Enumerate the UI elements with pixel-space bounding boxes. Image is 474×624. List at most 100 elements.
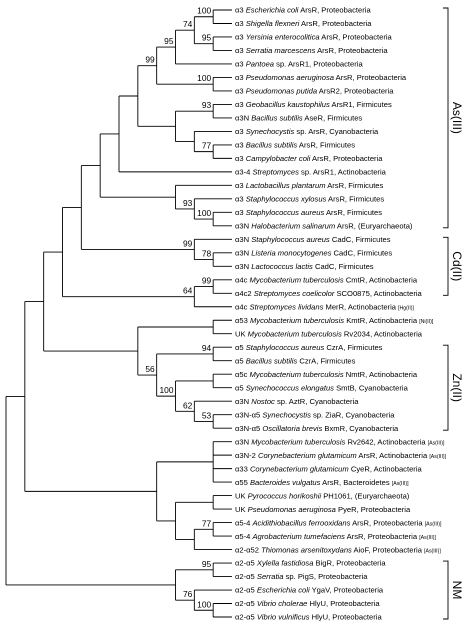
species-name: Corynebacterium glutamicum [250,464,349,473]
leaf-text: UK [235,505,248,514]
bootstrap-value: 100 [197,599,211,609]
species-name: Bacillus subtilis [251,114,303,123]
leaf-label: α4c Mycobacterium tuberculosis CmtR, Act… [235,275,418,284]
leaf-text: BxmR, Cyanobacteria [322,424,399,433]
leaf-text: ArsR, Proteobacteria [299,19,372,28]
leaf-label: α3 Yersinia enterocolitica ArsR, Proteob… [235,33,393,42]
group-bracket [443,344,449,431]
leaf-text: α3 [235,33,246,42]
metal-tag: [Ni(II)] [419,319,434,325]
leaf-text: ArsR, Firmicutes [297,141,355,150]
bootstrap-value: 100 [160,385,174,395]
leaf-label: α4c2 Streptomyces coelicolor SCO0875, Ac… [235,289,423,298]
leaf-label: α33 Corynebacterium glutamicum CyeR, Act… [235,464,423,473]
leaf-label: α3-4 Streptomyces sp. ArsR1, Actinobacte… [235,168,387,177]
species-name: Mycobacterium tuberculosis [251,437,345,446]
leaf-label: α3 Campylobacter coli ArsR, Proteobacter… [235,154,383,163]
species-name: Lactobacillus plantarum [246,181,326,190]
leaf-label: α3 Lactobacillus plantarum ArsR, Firmicu… [235,181,384,190]
species-name: Pseudomonas putida [246,87,317,96]
bootstrap-value: 100 [197,6,211,16]
leaf-text: α3 [235,87,246,96]
species-name: Oscillatoria brevis [262,424,322,433]
bootstrap-value: 93 [183,198,193,208]
leaf-label: α3N-α5 Oscillatoria brevis BxmR, Cyanoba… [235,424,399,433]
leaf-text: sp. ArsR, Cyanobacteria [294,127,379,136]
leaf-label: α3N Nostoc sp. AztR, Cyanobacteria [235,397,359,406]
group-label: NM [450,581,464,600]
leaf-text: α5-4 [235,518,252,527]
leaf-text: α5 [235,356,246,365]
leaf-text: α3N [235,222,251,231]
leaf-text: sp. ArsR1, Proteobacteria [274,60,363,69]
leaf-text: α3 [235,195,246,204]
leaf-label: α3 Geobacillus kaustophilus ArsR1, Firmi… [235,100,392,109]
leaf-label: α2-α5 Serratia sp. PigS, Proteobacteria [235,572,368,581]
leaf-text: α3N [235,235,251,244]
species-name: Pyrococcus horikoshii [248,491,322,500]
leaf-text: YgaV, Proteobacteria [310,586,384,595]
leaf-text: α4c [235,302,250,311]
leaf-text: α5 [235,343,246,352]
leaf-text: CyeR, Actinobacteria [349,464,423,473]
metal-tag: [As(III)] [424,548,441,554]
leaf-text: α3 [235,208,246,217]
metal-tag: [As(III)] [429,454,446,460]
leaf-label: α3 Pseudomonas aeruginosa ArsR, Proteoba… [235,73,407,82]
leaf-label: α3 Staphylococcus xylosus ArsR, Firmicut… [235,195,384,204]
bootstrap-value: 94 [202,343,212,353]
leaf-text: KmtR, Actinobacteria [344,316,419,325]
leaf-label: UK Pseudomonas aeruginosa PyeR, Proteoba… [235,505,411,514]
leaf-text: PyeR, Proteobacteria [336,505,411,514]
leaf-text: α2-α5 [235,559,257,568]
leaf-text: α2-α52 [235,545,261,554]
species-name: Streptomyces lividans [250,302,324,311]
bootstrap-value: 64 [183,286,193,296]
leaf-label: α3N Listeria monocytogenes CadC, Firmicu… [235,249,392,258]
leaf-label: α3N-α5 Synechocystis sp. ZiaR, Cyanobact… [235,410,395,419]
bootstrap-value: 77 [202,141,212,151]
bootstrap-value: 78 [202,249,212,259]
leaf-text: α4c [235,275,250,284]
species-name: Mycobacterium tuberculosis [248,329,342,338]
leaf-text: ArsR2, Proteobacteria [317,87,394,96]
leaf-text: CadC, Firmicutes [313,262,374,271]
leaf-text: α5-4 [235,532,252,541]
leaf-text: α2-α5 [235,599,257,608]
leaf-text: ArsR, Firmicutes [324,208,382,217]
leaf-label: UK Mycobacterium tuberculosis Rv2034, Ac… [235,329,423,338]
species-name: Bacillus subtilis [246,356,298,365]
leaf-label: α3 Escherichia coli ArsR, Proteobacteria [235,6,371,15]
bootstrap-value: 76 [183,589,193,599]
leaf-text: ArsR, Proteobacteria [334,73,407,82]
bootstrap-value: 77 [202,518,212,528]
leaf-label: α5c Mycobacterium tuberculosis NmtR, Act… [235,370,418,379]
species-name: Streptomyces [252,168,299,177]
leaf-text: CzrA, Firmicutes [297,356,355,365]
leaf-label: α2-α5 Vibrio vulnificus HlyU, Proteobact… [235,613,382,622]
leaf-label: α3N Bacillus subtilis AseR, Firmicutes [235,114,362,123]
leaf-label: α2-α5 Escherichia coli YgaV, Proteobacte… [235,586,384,595]
bootstrap-value: 95 [164,36,174,46]
leaf-text: ArsR, Bacteroidetes [320,478,391,487]
leaf-text: α3N [235,114,251,123]
leaf-label: α3 Pseudomonas putida ArsR2, Proteobacte… [235,87,394,96]
leaf-label: α2-α52 Thiomonas arsenitoxydans AioF, Pr… [235,545,441,554]
leaf-text: α5 [235,383,246,392]
leaf-text: α3 [235,100,246,109]
metal-tag: [As(III)] [425,521,442,527]
species-name: Pseudomonas aeruginosa [246,73,334,82]
leaf-text: SmtB, Cyanobacteria [334,383,409,392]
leaf-text: ArsR, Actinobacteria [357,451,430,460]
leaf-text: ArsR, Proteobacteria [320,33,393,42]
leaf-label: α3N Halobacterium salinarum ArsR, (Eurya… [235,222,413,231]
leaf-text: α3 [235,141,246,150]
species-name: Agrobacterium tumefaciens [251,532,345,541]
bootstrap-value: 62 [183,400,193,410]
species-name: Corynebacterium glutamicum [258,451,357,460]
group-bracket [443,560,449,620]
species-name: Vibrio cholerae [257,599,308,608]
leaf-label: α3 Shigella flexneri ArsR, Proteobacteri… [235,19,372,28]
species-name: Synechococcus elongatus [246,383,334,392]
